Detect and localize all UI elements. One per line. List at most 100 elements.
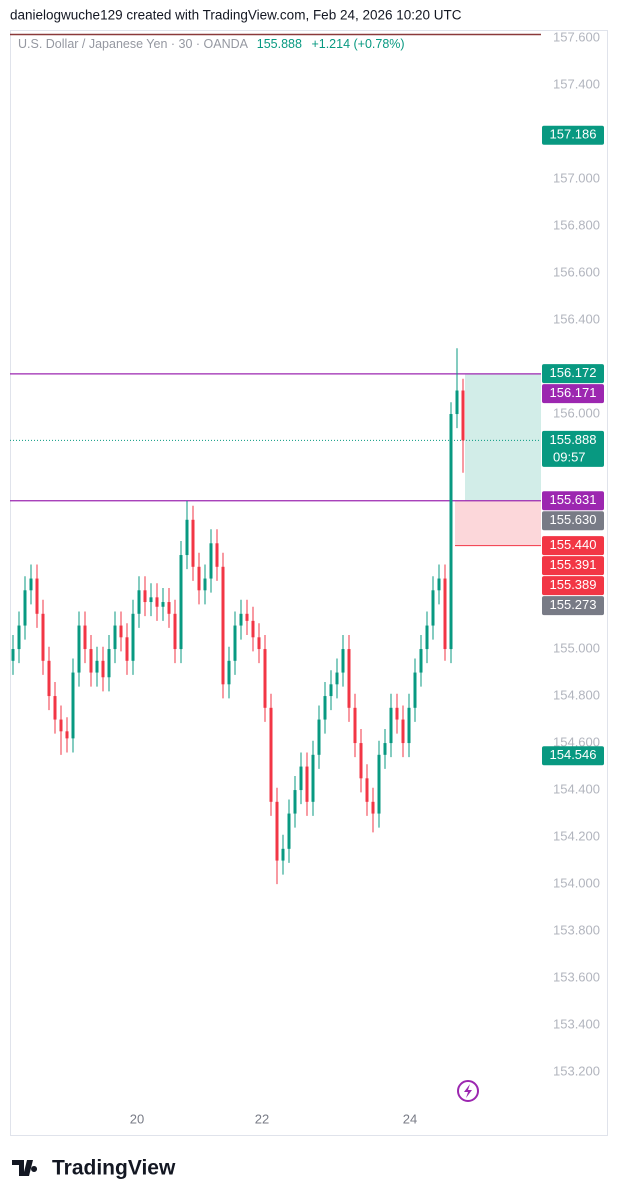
candle-body — [95, 660, 99, 673]
price-badge-label: 156.171 — [550, 385, 597, 400]
candle-body — [23, 590, 27, 626]
price: 155.888 — [257, 37, 302, 51]
credit: danielogwuche129 created with TradingVie… — [10, 8, 462, 23]
candle-body — [215, 543, 219, 567]
candle-body — [425, 625, 429, 650]
candle-body — [305, 766, 309, 802]
loss-zone — [455, 500, 541, 546]
price-badge-bg — [542, 491, 604, 511]
candle-body — [407, 707, 411, 744]
candle-body — [107, 649, 111, 678]
candle-body — [203, 578, 207, 591]
price-badge: 155.440 — [542, 536, 604, 556]
candle-body — [443, 578, 447, 650]
candle-body — [71, 672, 75, 739]
candle-body — [401, 719, 405, 744]
logo: TradingView — [12, 1157, 176, 1180]
candle-body — [461, 390, 465, 441]
candle-body — [329, 684, 333, 697]
y-tick-label: 156.400 — [553, 311, 600, 326]
price-badge-bg — [542, 125, 604, 145]
y-tick-label: 156.600 — [553, 264, 600, 279]
price-badge-bg — [542, 596, 604, 616]
candle-body — [431, 590, 435, 626]
candle-body — [101, 660, 105, 678]
logo-text: TradingView — [52, 1157, 176, 1180]
candle-body — [41, 613, 45, 661]
logo-mark — [12, 1160, 38, 1176]
y-tick-label: 157.600 — [553, 29, 600, 44]
price-badge: 156.171 — [542, 384, 604, 404]
y-tick-label: 157.000 — [553, 170, 600, 185]
candle-body — [119, 625, 123, 638]
y-tick-label: 157.400 — [553, 76, 600, 91]
price-badge-bg — [542, 384, 604, 404]
candle-body — [173, 613, 177, 650]
candle-body — [269, 707, 273, 802]
candle-body — [347, 649, 351, 708]
change: +1.214 (+0.78%) — [311, 37, 404, 51]
candle-body — [275, 801, 279, 861]
candle-body — [299, 766, 303, 791]
candle-body — [323, 696, 327, 720]
price-badge: 155.631 — [542, 491, 604, 511]
price-badge-label: 155.888 — [550, 432, 597, 447]
y-tick-label: 155.000 — [553, 640, 600, 655]
y-tick-label: 154.800 — [553, 687, 600, 702]
candle-body — [167, 602, 171, 614]
price-badge-bg — [542, 430, 604, 467]
candle-body — [113, 625, 117, 650]
candle-body — [341, 649, 345, 673]
y-tick-label: 154.400 — [553, 782, 600, 797]
candle-body — [83, 625, 87, 650]
candle-body — [59, 719, 63, 732]
y-tick-label: 153.800 — [553, 923, 600, 938]
price-badge-bg — [542, 511, 604, 531]
candle-body — [221, 566, 225, 685]
candle-body — [197, 566, 201, 591]
price-badge-label: 155.631 — [550, 492, 597, 507]
candle-body — [89, 649, 93, 673]
candle-body — [143, 590, 147, 603]
candle-body — [293, 790, 297, 814]
y-tick-label: 156.800 — [553, 217, 600, 232]
price-badge-bg — [542, 576, 604, 596]
countdown: 09:57 — [553, 449, 586, 464]
candle-body — [47, 660, 51, 697]
candle-body — [239, 613, 243, 626]
candle-body — [131, 613, 135, 661]
price-badge-label: 155.440 — [550, 537, 597, 552]
candle-body — [251, 620, 255, 638]
price-badge-bg — [542, 536, 604, 556]
candle-body — [317, 719, 321, 755]
price-badge-label: 154.546 — [550, 747, 597, 762]
candle-body — [245, 613, 249, 621]
legend: U.S. Dollar / Japanese Yen · 30 · OANDA … — [18, 37, 405, 51]
price-badge-bg — [542, 364, 604, 384]
candle-body — [263, 649, 267, 708]
candle-body — [191, 519, 195, 567]
candle-body — [311, 754, 315, 802]
candle-body — [137, 590, 141, 614]
price-badge: 156.172 — [542, 364, 604, 384]
candle-body — [11, 649, 15, 661]
candle-body — [419, 649, 423, 673]
lightning-icon[interactable] — [457, 1080, 479, 1102]
candle-body — [395, 707, 399, 720]
candle-body — [65, 731, 69, 739]
price-badge-label: 157.186 — [550, 127, 597, 142]
candle-body — [377, 754, 381, 814]
x-tick-label: 22 — [255, 1111, 269, 1126]
price-badge-bg — [542, 746, 604, 766]
candle-body — [383, 743, 387, 755]
candle-body — [29, 578, 33, 591]
y-tick-label: 156.000 — [553, 405, 600, 420]
candle-body — [335, 672, 339, 685]
chart-frame — [10, 30, 608, 1136]
y-tick-label: 153.200 — [553, 1064, 600, 1079]
candle-body — [365, 778, 369, 802]
price-badge-bg — [542, 556, 604, 576]
candle-body — [77, 625, 81, 673]
price-badge: 155.273 — [542, 596, 604, 616]
price-badge: 157.186 — [542, 125, 604, 145]
